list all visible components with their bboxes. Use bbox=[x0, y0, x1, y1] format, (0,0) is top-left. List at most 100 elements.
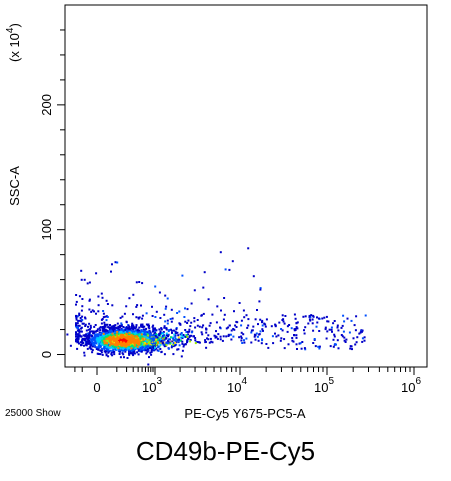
event-dot bbox=[169, 318, 172, 320]
event-dot bbox=[124, 349, 127, 352]
event-dot bbox=[238, 302, 241, 304]
event-dot bbox=[165, 328, 168, 331]
event-dot bbox=[132, 340, 135, 343]
event-dot bbox=[92, 341, 95, 344]
event-dot bbox=[145, 349, 148, 352]
event-dot bbox=[134, 335, 137, 338]
event-dot bbox=[125, 321, 128, 324]
event-dot bbox=[124, 345, 127, 348]
event-dot bbox=[142, 335, 145, 338]
event-dot bbox=[105, 319, 108, 322]
event-dot bbox=[143, 332, 146, 335]
event-dot bbox=[188, 336, 191, 339]
event-dot bbox=[332, 322, 335, 325]
event-dot bbox=[332, 345, 335, 348]
event-dot bbox=[256, 309, 258, 311]
event-dot bbox=[298, 342, 301, 345]
event-dot bbox=[152, 337, 155, 340]
event-dot bbox=[118, 339, 120, 342]
event-dot bbox=[312, 329, 315, 332]
event-dot bbox=[147, 326, 150, 329]
event-dot bbox=[274, 325, 277, 328]
event-dot bbox=[96, 333, 99, 336]
event-dot bbox=[219, 335, 222, 338]
event-dot bbox=[122, 332, 125, 335]
event-dot bbox=[174, 344, 177, 347]
event-dot bbox=[119, 324, 121, 327]
event-dot bbox=[131, 353, 134, 356]
event-dot bbox=[188, 328, 191, 331]
event-dot bbox=[210, 340, 213, 343]
event-dot bbox=[135, 305, 138, 308]
event-dot bbox=[152, 334, 155, 337]
event-dot bbox=[222, 335, 225, 338]
event-dot bbox=[340, 334, 343, 336]
event-dot bbox=[243, 341, 246, 344]
event-dot bbox=[186, 341, 188, 344]
event-dot bbox=[170, 328, 172, 331]
event-dot bbox=[90, 335, 93, 338]
event-dot bbox=[128, 329, 131, 332]
event-dot bbox=[110, 339, 113, 341]
event-dot bbox=[118, 345, 121, 348]
event-dot bbox=[204, 341, 207, 344]
event-dot bbox=[136, 304, 139, 307]
event-dot bbox=[271, 335, 274, 338]
event-dot bbox=[202, 312, 205, 315]
event-dot bbox=[331, 330, 333, 333]
event-dot bbox=[101, 318, 104, 320]
event-dot bbox=[174, 335, 177, 338]
event-dot bbox=[220, 309, 222, 312]
event-dot bbox=[80, 269, 83, 272]
event-dot bbox=[162, 337, 165, 340]
event-dot bbox=[144, 342, 146, 345]
event-dot bbox=[96, 328, 99, 331]
event-dot bbox=[126, 329, 128, 332]
event-dot bbox=[342, 330, 345, 333]
event-dot bbox=[172, 338, 175, 341]
event-dot bbox=[341, 335, 344, 338]
event-dot bbox=[274, 332, 276, 335]
event-dot bbox=[304, 348, 307, 351]
event-dot bbox=[211, 341, 214, 344]
event-dot bbox=[177, 334, 180, 337]
event-dot bbox=[130, 347, 133, 350]
event-dot bbox=[287, 343, 290, 346]
event-dot bbox=[119, 326, 122, 329]
event-dot bbox=[174, 337, 177, 340]
event-dot bbox=[292, 340, 295, 343]
event-dot bbox=[100, 348, 103, 350]
event-dot bbox=[125, 337, 128, 340]
event-dot bbox=[83, 338, 86, 341]
event-dot bbox=[94, 333, 97, 336]
event-dot bbox=[112, 348, 115, 351]
event-dot bbox=[85, 341, 88, 343]
event-dot bbox=[293, 328, 296, 331]
event-dot bbox=[156, 339, 159, 342]
event-dot bbox=[130, 352, 133, 355]
event-dot bbox=[101, 326, 104, 328]
event-dot bbox=[127, 324, 130, 327]
event-dot bbox=[179, 339, 182, 342]
event-dot bbox=[355, 341, 358, 344]
event-dot bbox=[189, 339, 192, 341]
event-dot bbox=[255, 332, 258, 335]
event-dot bbox=[120, 339, 123, 342]
event-dot bbox=[155, 329, 158, 332]
event-dot bbox=[326, 320, 329, 323]
event-dot bbox=[340, 326, 343, 329]
event-dot bbox=[105, 332, 108, 335]
event-dot bbox=[141, 337, 144, 340]
event-dot bbox=[234, 324, 237, 327]
event-dot bbox=[141, 282, 144, 285]
event-dot bbox=[113, 328, 116, 331]
event-dot bbox=[81, 315, 84, 318]
event-dot bbox=[83, 354, 86, 357]
event-dot bbox=[337, 329, 340, 332]
event-dot bbox=[278, 321, 281, 324]
event-dot bbox=[154, 346, 156, 349]
event-dot bbox=[235, 326, 238, 328]
event-dot bbox=[81, 339, 84, 342]
event-dot bbox=[180, 332, 183, 334]
